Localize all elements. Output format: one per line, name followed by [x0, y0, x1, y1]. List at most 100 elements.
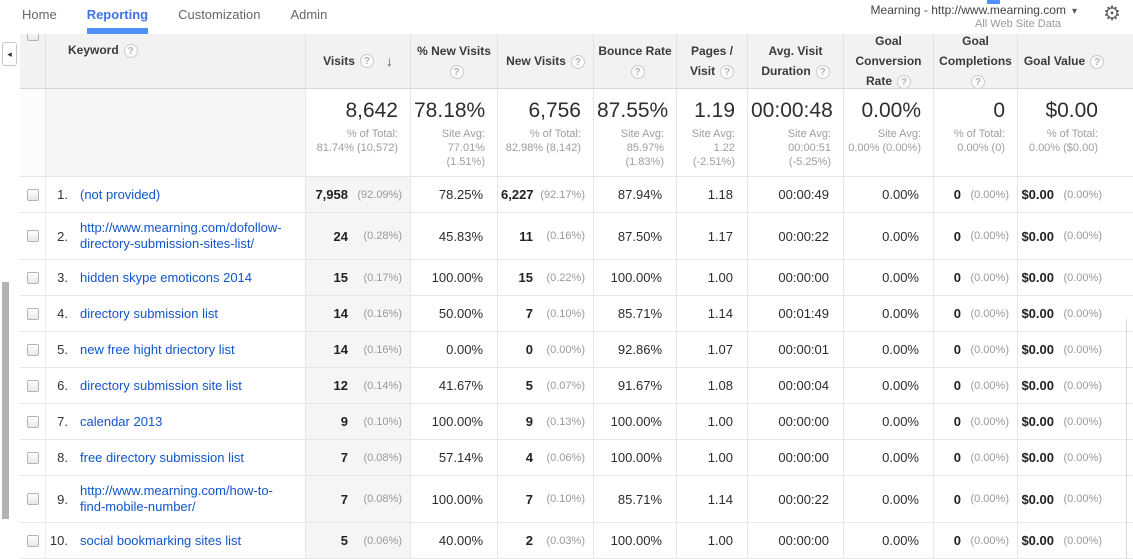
keyword-link[interactable]: free directory submission list [80, 449, 244, 465]
help-icon[interactable]: ? [359, 54, 374, 69]
row-checkbox[interactable] [26, 379, 39, 392]
column-header-goal-completions[interactable]: Goal Completions? [933, 34, 1017, 88]
goal-value-value: $0.00 [1021, 533, 1054, 548]
totals-left-spacer [20, 89, 45, 176]
right-scrollbar-track[interactable] [1126, 319, 1127, 559]
goal-completions-value: 0 [953, 533, 961, 548]
row-checkbox[interactable] [26, 271, 39, 284]
visits-cell: 14 (0.16%) [305, 332, 410, 367]
goal-value-cell: $0.00 (0.00%) [1017, 213, 1110, 259]
column-header-goal-value[interactable]: Goal Value? [1017, 34, 1110, 88]
account-switcher[interactable]: Mearning - http://www.mearning.com ▾ All … [871, 3, 1077, 30]
visits-cell: 15 (0.17%) [305, 260, 410, 295]
row-checkbox[interactable] [26, 343, 39, 356]
goal-value-value: $0.00 [1021, 491, 1054, 507]
new-visits-cell: 5 (0.07%) [497, 368, 593, 403]
keyword-link[interactable]: social bookmarking sites list [80, 532, 242, 548]
keyword-link[interactable]: (not provided) [80, 186, 161, 202]
help-icon[interactable]: ? [815, 64, 830, 79]
goal-completions-value: 0 [953, 378, 961, 393]
visits-percent: (0.08%) [363, 451, 402, 464]
sort-desc-icon[interactable]: ↓ [385, 53, 393, 70]
column-header-avg-visit-duration[interactable]: Avg. Visit Duration? [747, 34, 843, 88]
row-checkbox[interactable] [26, 188, 39, 201]
goal-value-cell: $0.00 (0.00%) [1017, 476, 1110, 522]
column-header-new-visits[interactable]: New Visits? [497, 34, 593, 88]
goal-value-percent: (0.00%) [1063, 230, 1102, 242]
select-all-checkbox[interactable] [26, 34, 39, 41]
keyword-link[interactable]: http://www.mearning.com/how-to-find-mobi… [80, 483, 273, 514]
table-row: 8. free directory submission list 7 (0.0… [20, 440, 1133, 476]
row-rank: 9. [45, 476, 75, 522]
avg-visit-duration-cell: 00:01:49 [747, 296, 843, 331]
row-checkbox[interactable] [26, 415, 39, 428]
left-scrollbar-thumb[interactable] [2, 282, 9, 519]
visits-value: 14 [333, 306, 348, 321]
totals-keyword-spacer [45, 89, 305, 176]
help-icon[interactable]: ? [897, 74, 911, 88]
row-checkbox[interactable] [26, 534, 39, 547]
nav-tab-reporting[interactable]: Reporting [86, 0, 149, 34]
column-header-keyword[interactable]: Keyword? [45, 34, 305, 88]
table-row: 3. hidden skype emoticons 2014 15 (0.17%… [20, 260, 1133, 296]
help-icon[interactable]: ? [123, 43, 138, 58]
help-icon[interactable]: ? [630, 64, 645, 79]
keyword-link[interactable]: new free hight driectory list [80, 341, 235, 357]
account-subtitle: All Web Site Data [974, 18, 1061, 30]
new-visits-cell: 15 (0.22%) [497, 260, 593, 295]
column-header-goal-conversion-rate[interactable]: Goal Conversion Rate? [843, 34, 933, 88]
new-visits-value: 9 [525, 414, 533, 429]
bounce-rate-cell: 87.94% [593, 177, 676, 212]
collapse-panel-button[interactable]: ◂ [2, 42, 17, 66]
total-subtext: Site Avg: 77.01% (1.51%) [441, 128, 485, 168]
help-icon[interactable]: ? [1090, 54, 1105, 69]
goal-conversion-rate-cell: 0.00% [843, 177, 933, 212]
new-visits-percent: (0.00%) [546, 343, 585, 356]
row-checkbox[interactable] [26, 493, 39, 505]
visits-cell: 7 (0.08%) [305, 476, 410, 522]
goal-value-value: $0.00 [1021, 306, 1054, 321]
column-header-pages-visit[interactable]: Pages / Visit? [676, 34, 747, 88]
nav-tab-home[interactable]: Home [22, 7, 57, 22]
keyword-link[interactable]: calendar 2013 [80, 413, 163, 429]
nav-tabs: Home Reporting Customization Admin [0, 0, 1133, 34]
nav-tab-admin[interactable]: Admin [290, 7, 328, 22]
row-checkbox-cell [20, 404, 45, 439]
row-checkbox[interactable] [26, 230, 39, 242]
row-checkbox-cell [20, 440, 45, 475]
goal-value-percent: (0.00%) [1063, 493, 1102, 505]
column-label: Goal Completions [939, 34, 1012, 68]
pct-new-visits-cell: 0.00% [410, 332, 497, 367]
total-avg-visit-duration: 00:00:48 Site Avg: 00:00:51 (-5.25%) [747, 89, 843, 176]
keyword-link[interactable]: http://www.mearning.com/dofollow-directo… [80, 220, 282, 251]
clipped-icon [987, 0, 1000, 4]
settings-gear-icon[interactable]: ⚙ [1103, 1, 1121, 25]
keyword-link[interactable]: hidden skype emoticons 2014 [80, 269, 253, 285]
row-checkbox[interactable] [26, 307, 39, 320]
goal-value-value: $0.00 [1021, 228, 1054, 244]
visits-percent: (0.16%) [363, 307, 402, 320]
new-visits-cell: 11 (0.16%) [497, 213, 593, 259]
help-icon[interactable]: ? [971, 74, 985, 88]
goal-conversion-rate-cell: 0.00% [843, 260, 933, 295]
row-checkbox[interactable] [26, 451, 39, 464]
total-value: 0 [993, 99, 1005, 122]
help-icon[interactable]: ? [449, 64, 464, 79]
keyword-link[interactable]: directory submission list [80, 305, 218, 321]
pages-visit-cell: 1.18 [676, 177, 747, 212]
column-header-pct-new-visits[interactable]: % New Visits? [410, 34, 497, 88]
help-icon[interactable]: ? [570, 54, 585, 69]
goal-value-cell: $0.00 (0.00%) [1017, 296, 1110, 331]
table-row: 10. social bookmarking sites list 5 (0.0… [20, 523, 1133, 559]
row-checkbox-cell [20, 332, 45, 367]
column-header-bounce-rate[interactable]: Bounce Rate? [593, 34, 676, 88]
keyword-link[interactable]: directory submission site list [80, 377, 242, 393]
help-icon[interactable]: ? [720, 64, 735, 79]
total-subtext: Site Avg: 1.22 (-2.51%) [691, 128, 735, 168]
goal-completions-cell: 0 (0.00%) [933, 213, 1017, 259]
column-header-visits[interactable]: Visits? ↓ [305, 34, 410, 88]
table-row: 2. http://www.mearning.com/dofollow-dire… [20, 213, 1133, 260]
left-arrow-icon: ◂ [7, 48, 12, 59]
goal-completions-cell: 0 (0.00%) [933, 368, 1017, 403]
nav-tab-customization[interactable]: Customization [178, 7, 261, 22]
